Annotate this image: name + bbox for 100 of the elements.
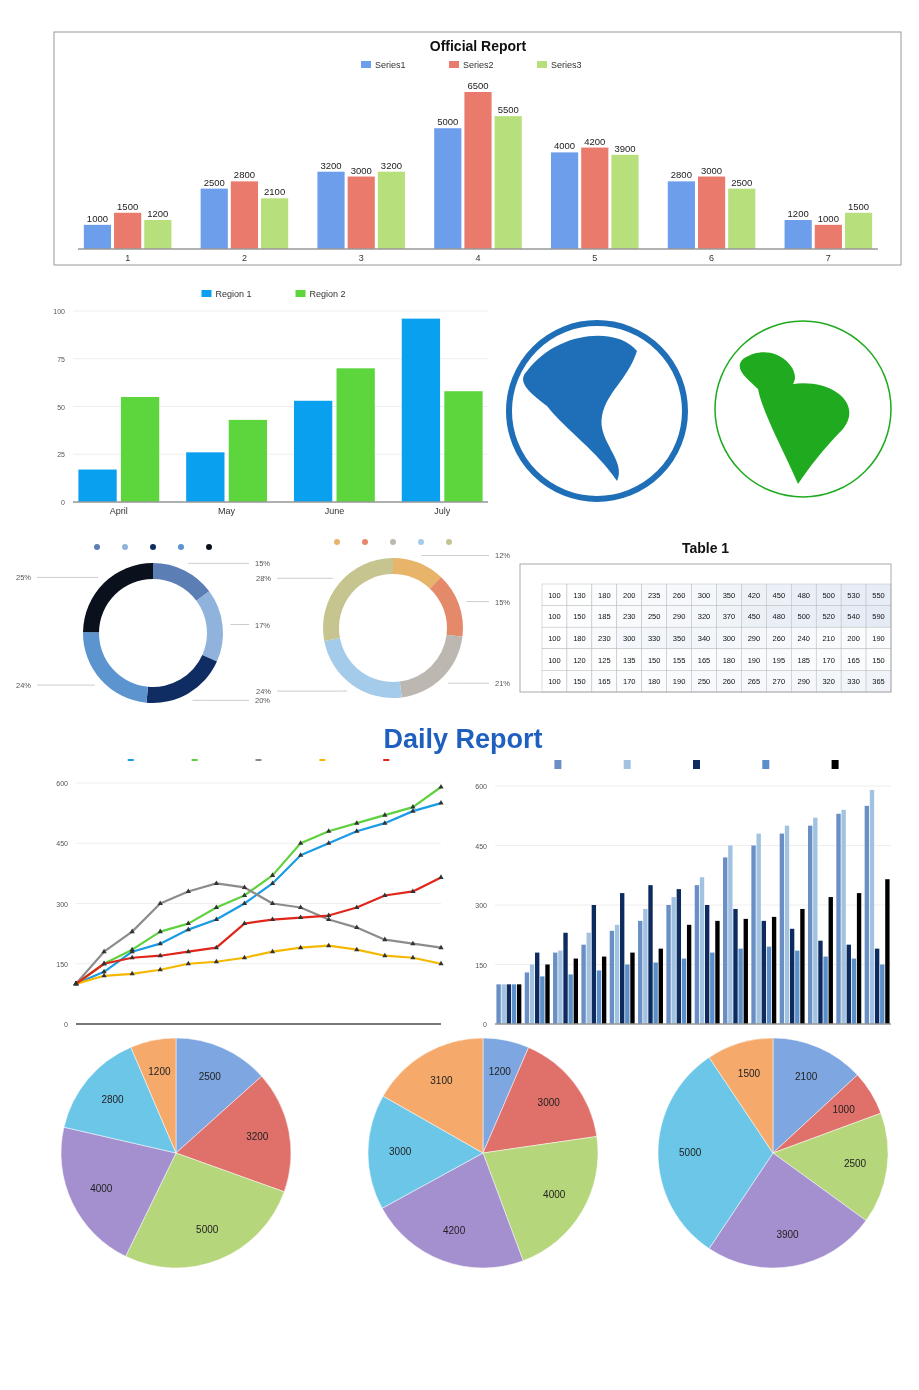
bar [596,970,602,1024]
bar [671,897,676,1024]
data-label: 1000 [817,212,839,224]
bar [771,916,777,1024]
bar [784,825,790,1024]
bar [609,930,615,1024]
legend-label: Series3 [551,60,582,70]
data-label: 2800 [670,169,692,181]
bar [823,956,828,1024]
x-tick-label: 4 [475,253,481,263]
chart-title: Table 1 [681,540,730,556]
data-label: 3200 [380,159,402,171]
bar [779,833,785,1024]
bar [697,176,726,249]
bar [550,152,579,249]
bar [186,452,225,502]
bar [733,908,738,1024]
data-label: 1500 [117,200,139,212]
chart-title: Official Report [429,38,527,54]
bar [614,924,620,1024]
bar [738,948,743,1024]
bar [611,154,639,249]
data-label: 5000 [196,1223,219,1235]
bar [317,171,345,249]
bar [558,950,563,1024]
donut-slice [399,634,463,698]
data-label: 1200 [787,208,809,220]
bar [638,920,643,1024]
bar [228,419,268,502]
donut-slice [196,591,223,662]
bar [818,940,823,1024]
bar [723,857,728,1024]
data-label: 5000 [679,1147,702,1158]
bar [686,924,692,1024]
donut-slice [324,638,402,698]
x-tick-label: 1 [125,253,131,263]
bar [864,805,870,1024]
bar [844,212,873,249]
data-label: 3200 [246,1131,269,1143]
bar [643,908,648,1024]
bar [813,817,818,1024]
bar [496,984,501,1024]
data-label: 1200 [147,208,169,220]
bar [743,918,748,1024]
data-label: 2800 [101,1093,125,1105]
data-label: 2500 [198,1071,222,1083]
donut-slice [83,563,153,633]
bar [795,950,800,1024]
data-label: 3900 [776,1228,800,1240]
bar [581,944,586,1024]
legend-label: Region 2 [309,289,346,299]
bar [715,920,720,1024]
bar [648,885,653,1024]
bar [828,897,833,1024]
bar [851,958,857,1024]
bar [494,116,522,249]
bar [506,984,512,1024]
bar [114,212,142,249]
data-label: 2500 [203,176,225,188]
bar [293,400,333,502]
bar [347,176,375,249]
bar [666,905,671,1024]
bar [511,984,517,1024]
donut-slice [429,576,463,637]
data-label: 2800 [233,169,255,181]
bar [885,879,890,1024]
bar [667,181,695,249]
bar [591,905,597,1024]
bar [766,946,772,1024]
data-label: 4000 [543,1189,566,1201]
bar [681,958,687,1024]
legend-label: Series1 [375,60,406,70]
donut-slice [153,563,210,601]
data-label: 3000 [701,164,723,176]
bar [563,932,568,1024]
bar [377,171,406,249]
x-tick-label: June [324,506,345,516]
data-label: 1500 [848,200,870,212]
data-label: 3000 [350,164,372,176]
x-tick-label: April [109,506,128,516]
bar [501,984,506,1024]
data-label: 3900 [614,142,636,154]
x-tick-label: 2 [241,253,247,263]
bar [444,391,483,502]
bar [658,948,663,1024]
bar [789,928,795,1024]
bar [728,845,733,1024]
bar [874,948,880,1024]
bar [846,944,851,1024]
bar [704,905,710,1024]
donut-slice [83,631,148,703]
bar [800,908,805,1024]
donut-slice [146,655,217,703]
data-label: 5500 [497,104,519,116]
bar [230,181,259,249]
bar [516,984,522,1024]
data-label: 2100 [795,1071,818,1083]
data-label: 5000 [437,116,459,128]
bar [625,964,630,1024]
bar [728,188,756,249]
